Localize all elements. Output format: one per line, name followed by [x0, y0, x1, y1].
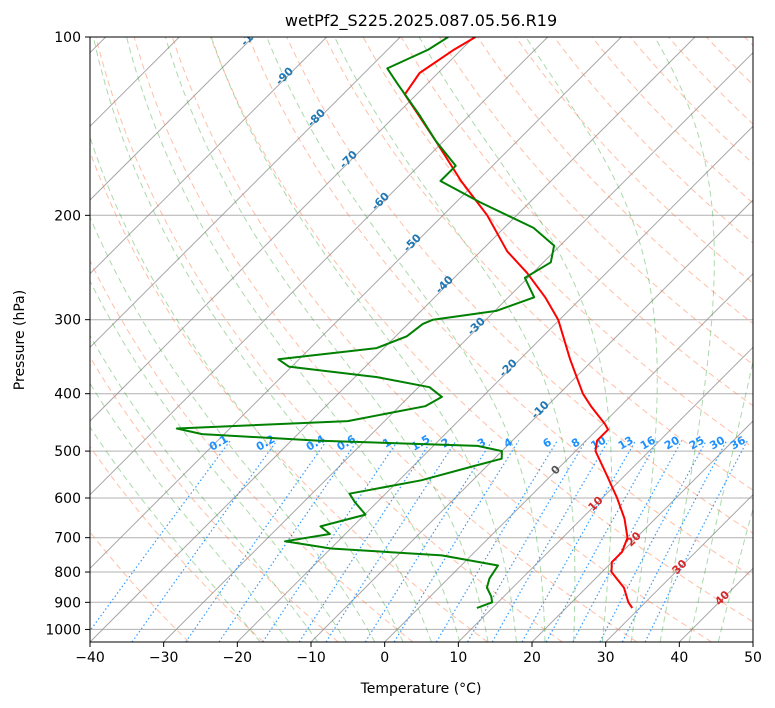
isotherm-line — [90, 37, 622, 570]
x-tick-label: 50 — [744, 650, 762, 666]
temperature-profile-line — [403, 37, 634, 609]
mixing-ratio-line — [644, 440, 748, 642]
dry-adiabat-line — [324, 37, 753, 491]
moist-adiabat-line — [334, 37, 576, 642]
mixing-ratio-line — [572, 440, 683, 642]
moist-adiabat-line — [90, 382, 290, 642]
x-tick-label: 20 — [523, 650, 541, 666]
mixing-ratio-line — [262, 440, 399, 642]
x-tick-label: 10 — [449, 650, 467, 666]
isotherm-line — [236, 125, 753, 642]
mixing-ratio-line — [393, 440, 520, 642]
chart-title: wetPf2_S225.2025.087.05.56.R19 — [285, 11, 557, 31]
mixing-ratio-line — [90, 440, 231, 632]
mixing-ratio-line — [185, 440, 328, 642]
mixing-ratio-line — [131, 440, 278, 642]
moist-adiabat-line — [654, 37, 715, 642]
dry-adiabat-lines — [90, 37, 753, 642]
dry-adiabat-line — [438, 37, 753, 366]
isotherm-label: -100 — [238, 20, 267, 49]
moist-adiabat-line — [90, 334, 319, 642]
y-axis-label: Pressure (hPa) — [12, 290, 28, 390]
moist-adiabat-line — [90, 135, 404, 642]
moist-adiabat-line — [210, 37, 517, 642]
moist-adiabat-line — [525, 37, 658, 642]
isotherm-line — [384, 272, 753, 642]
isotherm-line — [531, 420, 753, 642]
isotherm-line — [457, 346, 753, 642]
dewpoint-profile-line — [175, 37, 556, 609]
mixing-ratio-line — [466, 440, 587, 642]
x-tick-label: 30 — [597, 650, 615, 666]
y-tick-label: 400 — [54, 387, 81, 403]
moist-adiabat-line — [164, 37, 489, 642]
x-tick-label: −40 — [75, 650, 105, 666]
x-tick-label: 40 — [670, 650, 688, 666]
dry-adiabat-line — [248, 37, 753, 578]
y-tick-label: 700 — [54, 531, 81, 547]
isotherm-line — [90, 37, 475, 422]
dry-adiabat-line — [629, 37, 753, 165]
dry-adiabat-line — [400, 37, 753, 407]
x-tick-label: −10 — [296, 650, 326, 666]
isotherm-line — [90, 37, 401, 349]
plot-frame — [89, 36, 754, 643]
moist-adiabat-line — [90, 215, 376, 642]
x-tick-label: −20 — [223, 650, 253, 666]
mixing-ratio-line — [298, 440, 432, 642]
dry-adiabat-line — [95, 37, 563, 642]
y-tick-label: 100 — [54, 30, 81, 46]
y-tick-label: 200 — [54, 208, 81, 224]
profile-series — [175, 37, 634, 609]
moist-adiabat-line — [717, 506, 753, 642]
x-axis-label: Temperature (°C) — [360, 681, 482, 697]
moist-adiabat-line — [688, 358, 753, 642]
y-tick-label: 500 — [54, 444, 81, 460]
mixing-ratio-line — [325, 440, 457, 642]
isotherm-lines — [90, 37, 753, 642]
x-tick-label: 0 — [380, 650, 389, 666]
isotherm-line — [90, 37, 254, 201]
y-tick-label: 900 — [54, 595, 81, 611]
x-tick-label: −30 — [149, 650, 179, 666]
y-tick-label: 300 — [54, 313, 81, 329]
y-axis-ticks: 100 200 300 400 500 600 700 800 900 1000 — [45, 30, 90, 638]
mixing-ratio-line — [521, 440, 637, 642]
mixing-ratio-line — [435, 440, 558, 642]
moist-adiabat-line — [90, 426, 261, 642]
dry-adiabat-line — [90, 445, 264, 642]
mixing-ratio-line — [364, 440, 493, 642]
dry-adiabat-line — [515, 37, 753, 284]
mixing-ratio-line — [218, 440, 358, 642]
dry-adiabat-line — [362, 37, 753, 449]
moist-adiabat-line — [92, 37, 432, 642]
moist-adiabat-line — [266, 37, 546, 642]
dry-adiabat-line — [90, 259, 414, 642]
mixing-ratio-line — [545, 440, 659, 642]
dry-adiabat-line — [553, 37, 753, 244]
isotherm-line — [90, 37, 549, 496]
x-axis-ticks: −40 −30 −20 −10 0 10 20 30 40 50 — [75, 642, 762, 666]
y-tick-label: 1000 — [45, 622, 81, 638]
isotherm-line — [163, 51, 753, 642]
y-tick-label: 600 — [54, 491, 81, 507]
isotherm-line — [605, 493, 753, 642]
isotherm-line — [90, 37, 328, 275]
plot-background — [90, 37, 753, 642]
dry-adiabat-line — [133, 37, 638, 642]
y-tick-label: 800 — [54, 565, 81, 581]
isotherm-line — [90, 37, 696, 642]
